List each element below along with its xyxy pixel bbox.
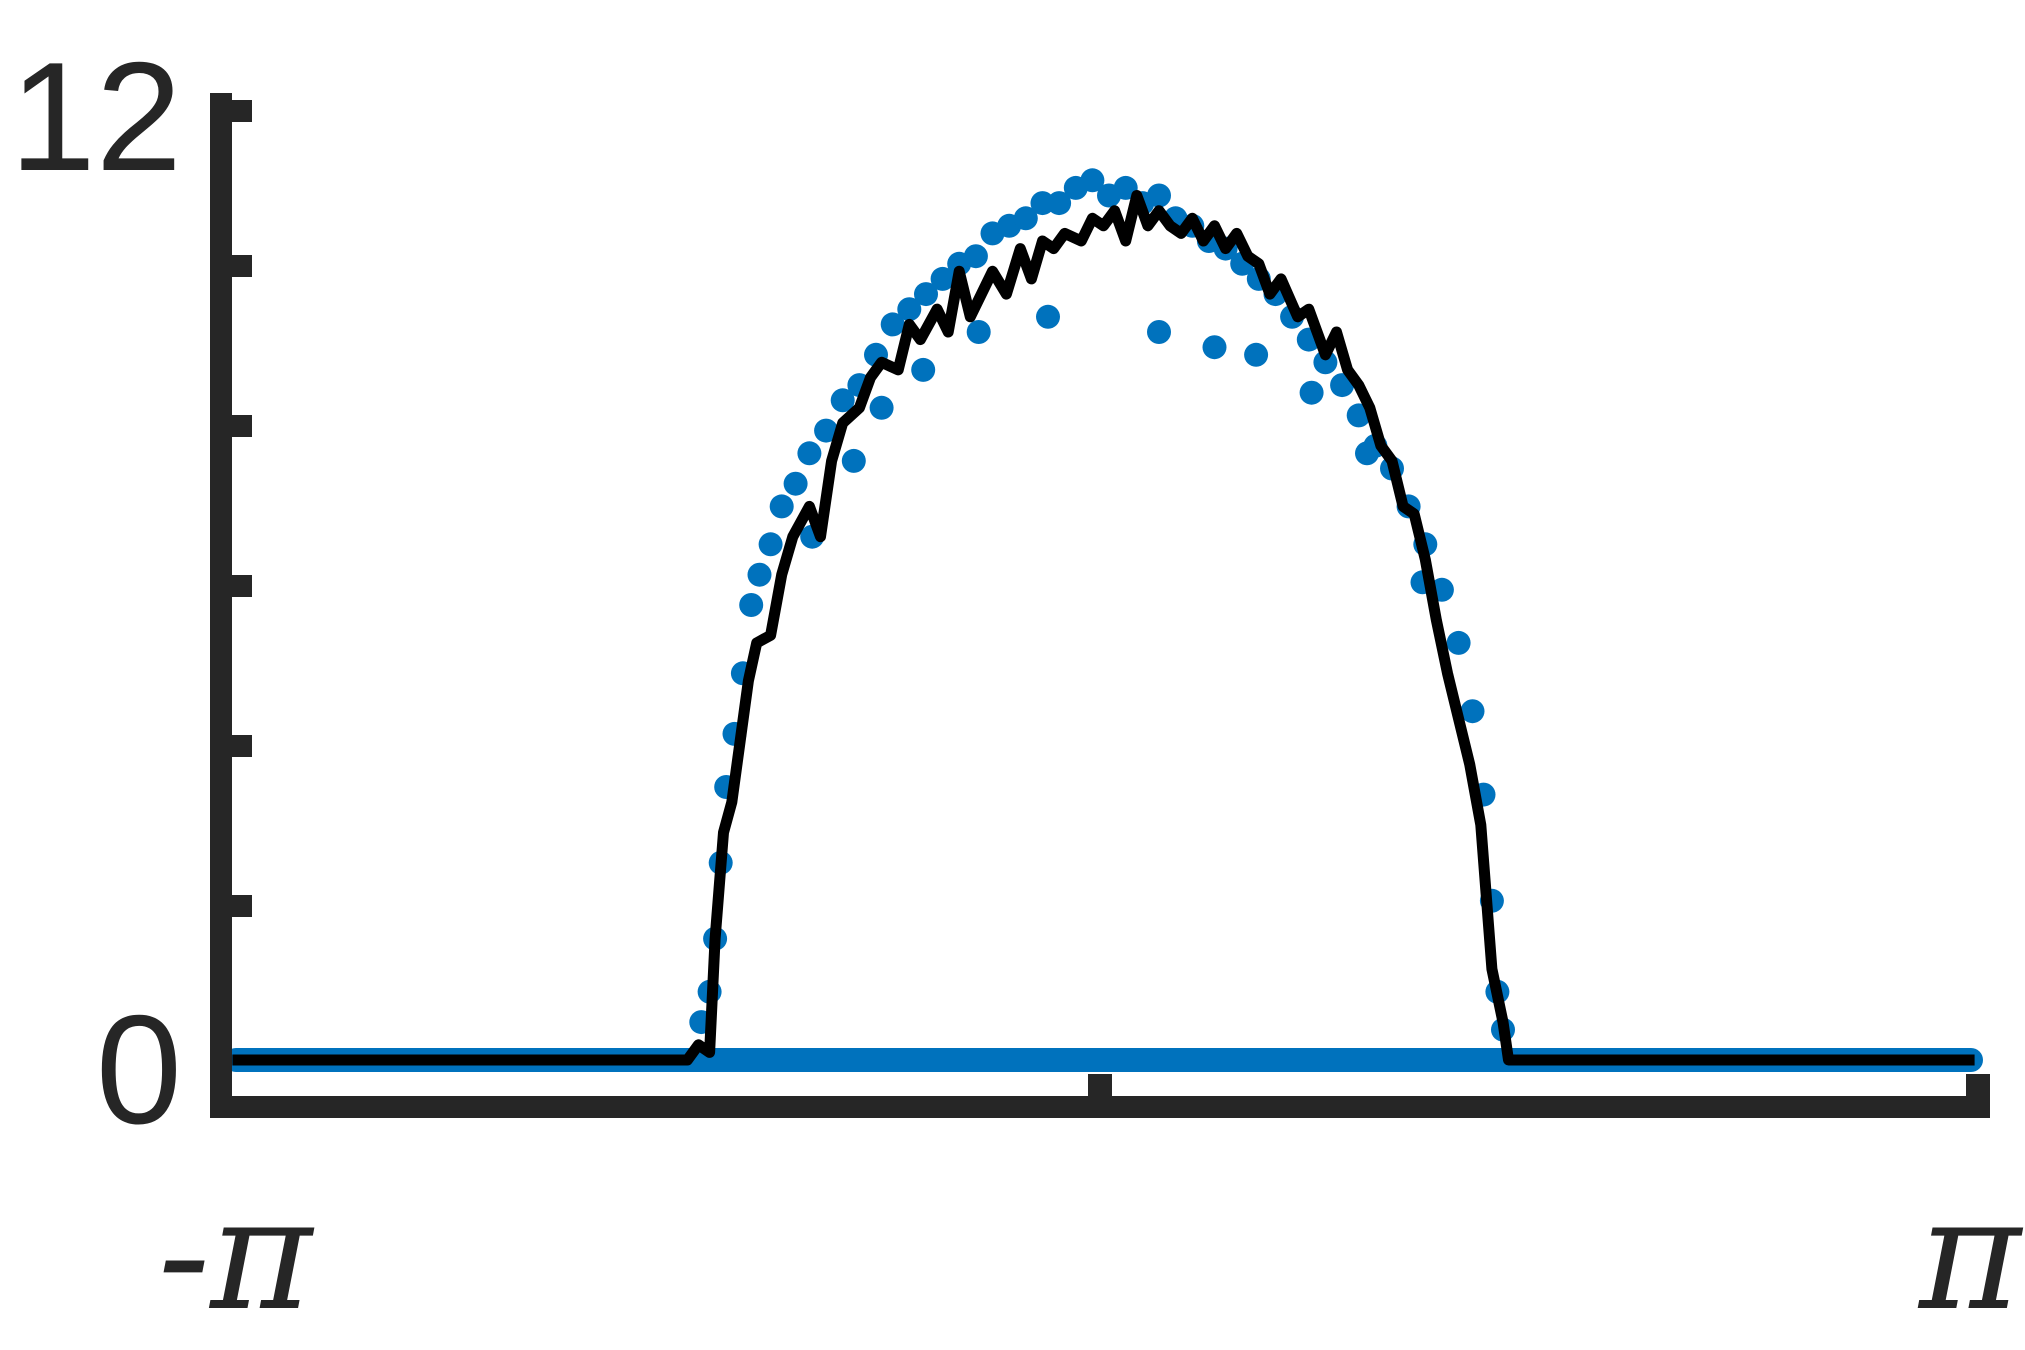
y-tick-mark [230,100,252,122]
scatter-point [1080,168,1105,193]
series-line [232,190,1975,1066]
y-tick-mark [230,255,252,277]
scatter-point [747,562,772,587]
y-tick-label-bottom: 0 [96,983,182,1156]
y-axis-line [210,93,232,1118]
scatter-point [797,441,822,466]
scatter-point [1313,350,1338,375]
scatter-point [1013,206,1038,231]
scatter-point [897,297,922,322]
y-tick-mark [230,575,252,597]
scatter-point [869,395,894,420]
scatter-point [1047,191,1072,216]
scatter-point [914,282,938,307]
scatter-point [966,320,991,344]
scatter-point [1299,380,1324,405]
scatter-point [930,266,955,291]
tick-labels: 12 0 -π π [10,30,2024,1345]
scatter-point [830,388,855,413]
y-tick-mark [230,735,252,757]
scatter-point [814,418,839,443]
scatter-point [1244,342,1269,367]
scatter-point [758,532,783,557]
x-tick-mark [1088,1074,1112,1098]
x-tick-mark [1966,1074,1990,1098]
scatter-point [1446,630,1471,655]
scatter-point [739,593,764,617]
scatter-point [1147,183,1171,208]
scatter-point [1460,699,1485,724]
scatter-point [1355,441,1379,466]
y-tick-mark [230,415,252,437]
scatter-point [1036,304,1060,329]
scatter-point [1030,191,1055,216]
scatter-point [841,448,866,473]
x-tick-label-left: -π [158,1164,315,1345]
x-axis-line [210,1096,1990,1118]
scatter-point [1202,335,1227,360]
y-tick-label-top: 12 [10,30,182,203]
scatter-point [1147,320,1171,344]
scatter-point [769,494,794,519]
y-tick-mark [230,895,252,917]
scatter-baseline-points [224,1048,1983,1072]
axes [210,93,1990,1118]
scatter-point [783,471,808,496]
scatter-point [880,312,905,337]
plot-marks [224,168,1983,1072]
x-tick-label-right: π [1917,1164,2024,1345]
scatter-point [911,357,936,382]
scatter-point [963,244,988,269]
